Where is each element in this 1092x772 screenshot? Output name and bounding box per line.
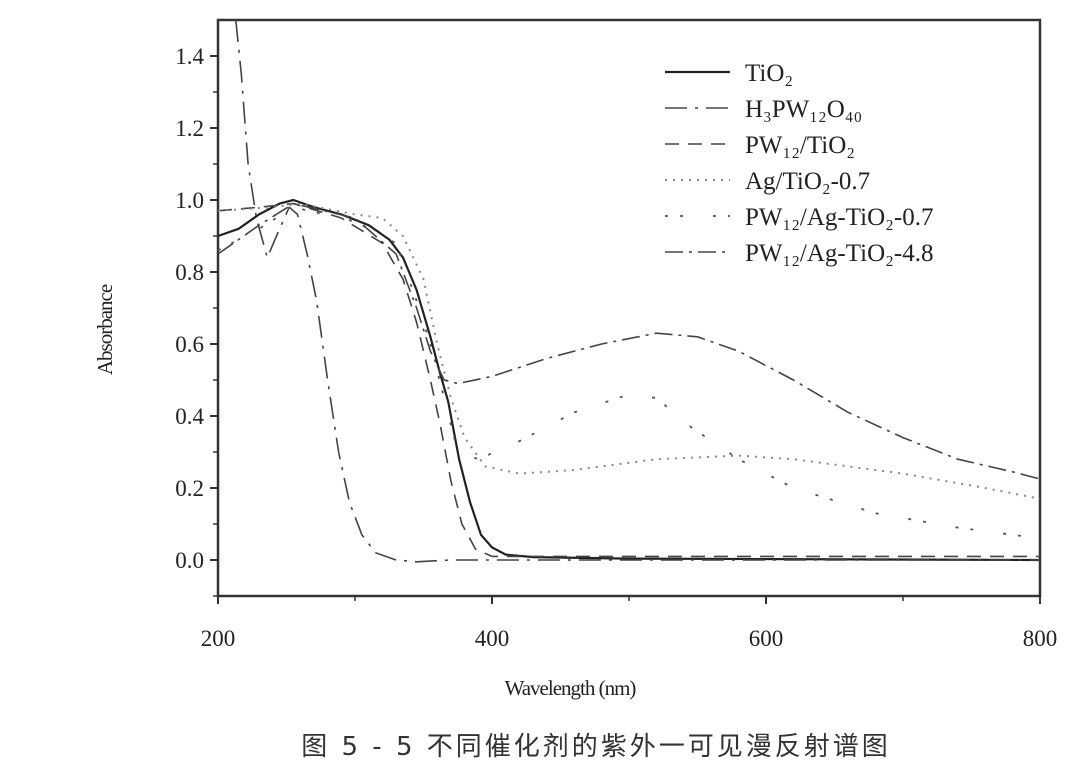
y-tick-label: 0.6 xyxy=(175,332,204,357)
series-line-5 xyxy=(218,202,1040,480)
y-tick-label: 1.0 xyxy=(175,188,204,213)
y-tick-label: 0.4 xyxy=(175,404,204,429)
x-tick-label: 800 xyxy=(1023,626,1058,651)
x-tick-label: 400 xyxy=(475,626,510,651)
series-line-1 xyxy=(235,20,1040,563)
x-axis-label: Wavelength (nm) xyxy=(505,676,637,700)
legend-label: PW₁₂/Ag-TiO₂-4.8 xyxy=(745,240,933,267)
legend-label: PW₁₂/TiO₂ xyxy=(745,132,855,159)
series-line-2 xyxy=(218,202,1040,558)
plot-frame xyxy=(216,18,1042,598)
legend-label: Ag/TiO₂-0.7 xyxy=(745,168,870,195)
legend-label: TiO₂ xyxy=(745,60,793,87)
y-tick-label: 0.0 xyxy=(175,548,204,573)
series-line-0 xyxy=(218,198,1040,562)
figure-caption: 图 5 - 5 不同催化剂的紫外一可见漫反射谱图 xyxy=(301,732,891,762)
x-tick-label: 200 xyxy=(201,626,236,651)
legend-label: PW₁₂/Ag-TiO₂-0.7 xyxy=(745,204,933,231)
y-tick-label: 0.8 xyxy=(175,260,204,285)
y-tick-label: 0.2 xyxy=(175,476,204,501)
y-axis-label: Absorbance xyxy=(93,284,117,375)
x-tick-label: 600 xyxy=(749,626,784,651)
legend-label: H₃PW₁₂O₄₀ xyxy=(745,96,862,123)
y-tick-label: 1.2 xyxy=(175,116,204,141)
y-tick-label: 1.4 xyxy=(175,44,204,69)
